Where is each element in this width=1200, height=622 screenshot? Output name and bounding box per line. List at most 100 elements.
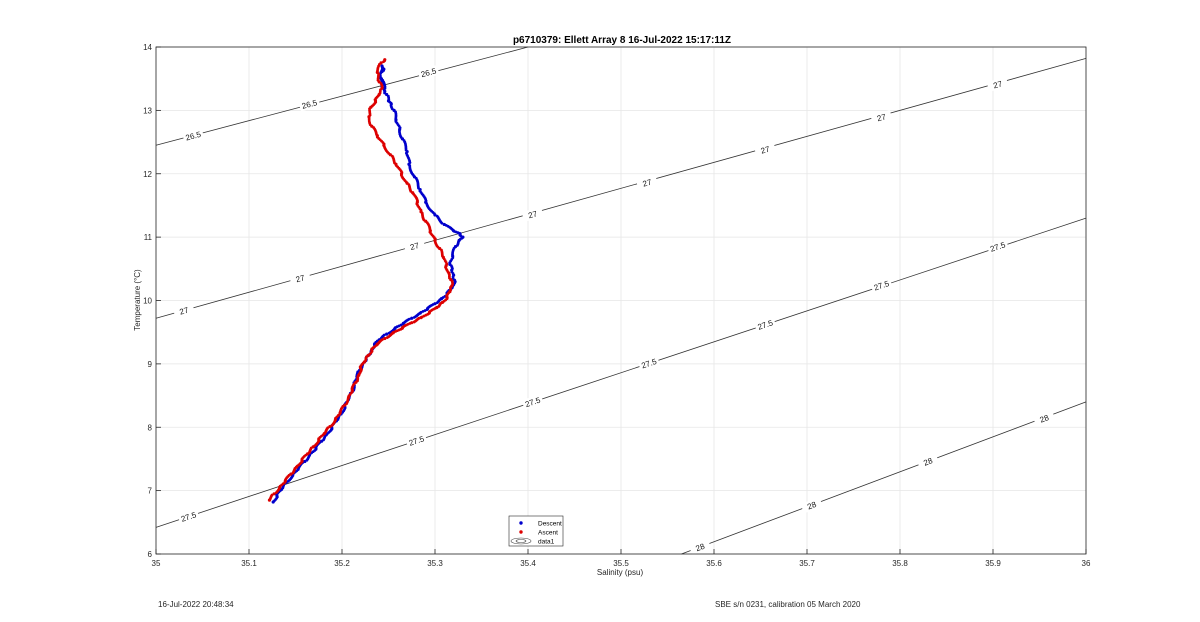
contour-label-bg <box>521 206 544 222</box>
contour-label-bg <box>754 316 777 333</box>
x-tick-label: 35.1 <box>241 559 257 568</box>
x-tick-label: 35 <box>152 559 161 568</box>
legend-box <box>508 515 564 547</box>
data-point <box>383 58 387 62</box>
series-ascent <box>267 58 454 502</box>
contour-label: 26.5 <box>301 98 319 111</box>
chart-title: p6710379: Ellett Array 8 16-Jul-2022 15:… <box>513 35 731 46</box>
contour-label-bg <box>1033 410 1056 427</box>
contour-label: 27.5 <box>640 357 658 371</box>
contour-label-bg <box>417 64 440 80</box>
x-tick-label: 35.4 <box>520 559 536 568</box>
y-axis-label: Temperature (°C) <box>133 269 142 331</box>
y-tick-label: 13 <box>143 106 152 115</box>
contour-line-27.5 <box>155 217 1087 528</box>
contour-label: 27 <box>295 273 307 284</box>
y-tick-label: 8 <box>148 423 153 432</box>
contour-label: 28 <box>806 500 818 512</box>
contour-label: 27 <box>876 112 888 123</box>
contour-label-bg <box>289 270 312 286</box>
contour-label: 27 <box>642 177 654 188</box>
data-point <box>410 316 414 320</box>
data-point <box>380 338 384 341</box>
legend-marker-descent <box>519 521 523 525</box>
contour-label: 27 <box>179 305 191 316</box>
contour-label-bg <box>688 538 712 556</box>
y-tick-label: 6 <box>148 550 153 559</box>
y-tick-label: 7 <box>148 487 153 496</box>
contour-label: 28 <box>1039 413 1051 425</box>
contour-label-bg <box>800 497 823 514</box>
density-contours: 26.5 26.5 26.5 27 27 27 27 27 27 27 27 27.5 27.5 27.5… <box>155 46 1087 556</box>
y-tick-label: 9 <box>148 360 153 369</box>
contour-label: 27 <box>992 79 1004 90</box>
x-tick-label: 35.2 <box>334 559 350 568</box>
data-point <box>379 61 383 65</box>
contour-line-28 <box>681 401 1087 555</box>
contour-label: 26.5 <box>420 66 438 79</box>
contour-label-bg <box>870 277 893 294</box>
legend-label-descent: Descent <box>538 521 562 528</box>
legend-marker-contour-inner <box>515 539 527 543</box>
x-tick-label: 35.8 <box>892 559 908 568</box>
y-tick-label: 12 <box>143 170 152 179</box>
x-tick-label: 35.7 <box>799 559 815 568</box>
data-series <box>267 58 465 504</box>
contour-label: 27.5 <box>408 434 426 448</box>
legend-marker-contour <box>510 537 532 545</box>
contour-label: 28 <box>694 542 706 554</box>
contour-label-bg <box>754 142 777 158</box>
legend-label-data1: data1 <box>538 539 555 546</box>
contour-label: 27.5 <box>989 240 1007 254</box>
footer-timestamp: 16-Jul-2022 20:48:34 <box>158 600 234 609</box>
contour-label: 27.5 <box>756 318 774 332</box>
contour-label-bg <box>636 175 659 191</box>
data-point <box>385 92 389 97</box>
data-point <box>410 321 414 325</box>
data-point <box>272 492 276 496</box>
data-point <box>303 459 307 464</box>
data-point <box>407 317 411 321</box>
contour-label: 27.5 <box>524 395 542 409</box>
contour-label: 27 <box>760 144 772 155</box>
legend-label-ascent: Ascent <box>538 530 558 537</box>
contour-label-bg <box>405 432 428 449</box>
contour-label-bg <box>637 355 660 372</box>
axis-ticks: 35 35.1 35.2 35.3 35.4 35.5 35.6 35.7 35.8 35.9 36… <box>143 43 1091 568</box>
x-axis-label: Salinity (psu) <box>597 568 644 577</box>
data-point <box>442 222 446 227</box>
y-tick-label: 14 <box>143 43 152 52</box>
contour-label: 26.5 <box>185 130 203 143</box>
y-tick-label: 10 <box>143 297 152 306</box>
x-tick-label: 35.9 <box>985 559 1001 568</box>
contour-label-bg <box>986 238 1009 255</box>
data-point <box>385 332 389 336</box>
contour-label-bg <box>177 508 200 525</box>
contour-label-bg <box>182 128 205 144</box>
contour-label: 27 <box>409 241 421 252</box>
data-point <box>433 302 437 306</box>
data-point <box>383 336 387 341</box>
legend-marker-ascent <box>519 530 523 534</box>
y-tick-label: 11 <box>144 233 153 242</box>
contour-label-bg <box>521 393 544 410</box>
contour-label: 28 <box>922 456 934 468</box>
x-tick-label: 35.6 <box>706 559 722 568</box>
x-tick-label: 36 <box>1082 559 1091 568</box>
contour-line-27 <box>155 58 1087 319</box>
contour-label-bg <box>870 109 893 125</box>
data-point <box>382 333 386 337</box>
contour-label: 27 <box>527 209 539 220</box>
contour-line-26.5 <box>155 46 529 146</box>
contour-label-bg <box>916 453 940 470</box>
series-descent <box>271 64 465 504</box>
grid-lines <box>155 46 1087 555</box>
data-point <box>383 86 387 90</box>
contour-label-bg <box>172 303 195 319</box>
contour-label: 27.5 <box>873 279 891 293</box>
x-tick-label: 35.3 <box>427 559 443 568</box>
contour-label-bg <box>298 96 321 112</box>
contour-label-bg <box>403 238 426 254</box>
footer-calibration: SBE s/n 0231, calibration 05 March 2020 <box>715 600 861 609</box>
